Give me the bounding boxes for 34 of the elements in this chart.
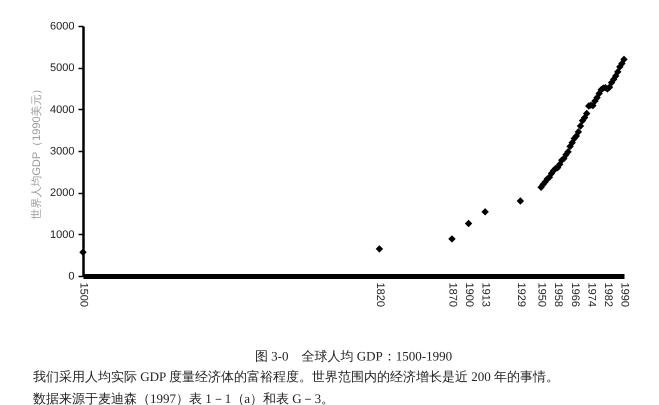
x-tick-label: 1958 — [552, 282, 564, 307]
text: 数据来源于麦迪森（1997）表 1－1（a）和表 G－3。 — [33, 390, 336, 405]
x-tick-label: 1974 — [585, 282, 598, 307]
x-tick-label: 1990 — [618, 282, 630, 307]
x-tick-label: 1982 — [602, 282, 614, 307]
point — [582, 110, 590, 118]
point — [620, 56, 628, 64]
x-tick-label: 1966 — [568, 282, 581, 307]
point — [516, 197, 524, 205]
point — [448, 235, 456, 243]
y-tick-label: 6000 — [50, 20, 74, 32]
y-tick-label: 3000 — [50, 146, 74, 158]
text: 我们采用人均实际 GDP 度量经济体的富裕程度。世界范围内的经济增长是近 200 年的事情。 — [33, 368, 560, 386]
y-tick-label: 2000 — [50, 187, 74, 200]
text: 图 3-0 全球人均 GDP：1500-1990 — [254, 348, 452, 364]
x-tick-label: 1950 — [536, 282, 548, 307]
x-tick-label: 1870 — [446, 282, 458, 307]
point — [481, 208, 489, 216]
y-tick-label: 0 — [68, 270, 74, 282]
point — [574, 128, 582, 136]
point — [576, 122, 584, 130]
point — [464, 220, 472, 228]
y-tick-label: 5000 — [50, 62, 74, 74]
point — [614, 68, 622, 76]
y-tick-label: 4000 — [50, 104, 74, 116]
point — [376, 245, 384, 253]
x-tick-label: 1500 — [78, 282, 90, 307]
x-tick-label: 1900 — [463, 282, 476, 307]
x-tick-label: 1913 — [480, 282, 492, 307]
y-tick-label: 1000 — [50, 228, 74, 241]
x-tick-label: 1820 — [374, 282, 386, 307]
x-tick-label: 1929 — [514, 282, 527, 307]
point — [568, 138, 576, 146]
y-axis-title: 世界人均GDP（1990美元） — [30, 83, 44, 220]
